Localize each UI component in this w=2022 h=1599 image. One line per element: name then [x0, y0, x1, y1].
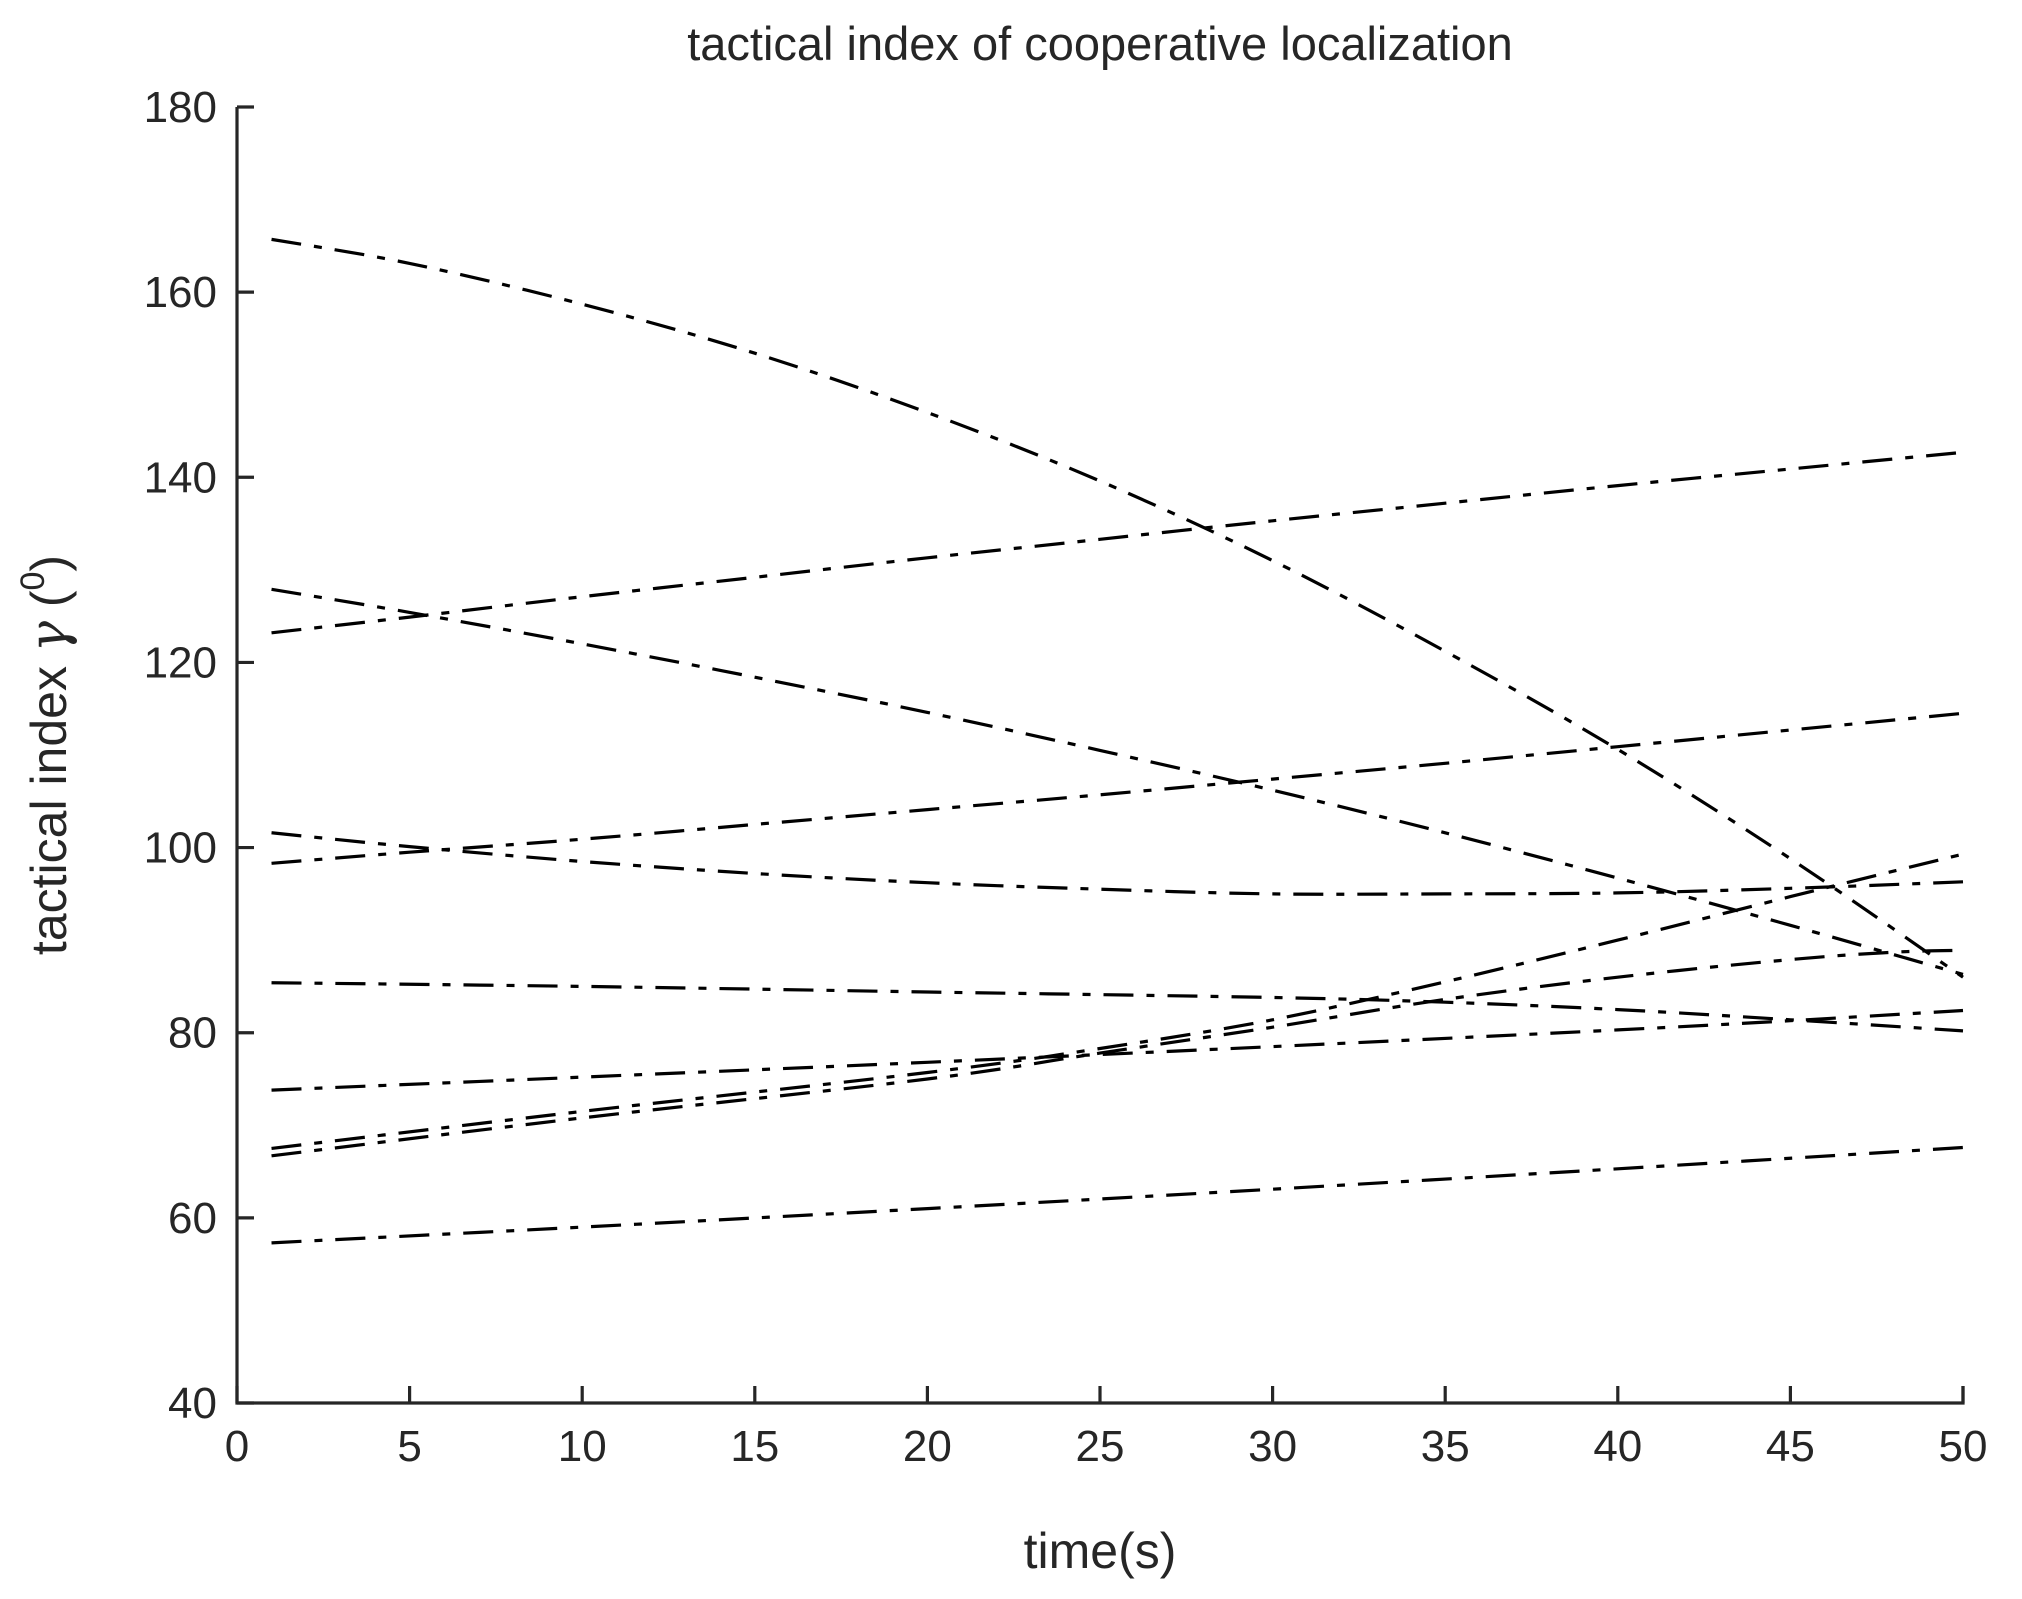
series-line-trajectory-1 [271, 237, 1964, 979]
series-line-trajectory-2 [271, 587, 1964, 976]
series-line-trajectory-9 [271, 948, 1964, 1158]
y-axis-label-open-paren: ( [21, 590, 77, 621]
y-tick-label: 140 [144, 453, 217, 502]
axes-layer [235, 105, 1965, 1405]
x-tick-label: 40 [1593, 1422, 1642, 1471]
series-line-trajectory-10 [271, 1145, 1964, 1245]
chart-title: tactical index of cooperative localizati… [687, 17, 1513, 70]
x-tick-label: 0 [225, 1422, 249, 1471]
y-tick-label: 80 [168, 1009, 217, 1058]
x-tick-label: 50 [1939, 1422, 1988, 1471]
axis-spines [235, 107, 1965, 1405]
series-layer [271, 237, 1964, 1245]
series-line-trajectory-5 [271, 711, 1964, 865]
series-line-trajectory-6 [271, 981, 1964, 1033]
y-tick-label: 160 [144, 268, 217, 317]
y-tick-label: 60 [168, 1194, 217, 1243]
y-tick-label: 180 [144, 83, 217, 132]
series-line-trajectory-4 [271, 831, 1964, 896]
y-axis-label: tactical index γ (0) [14, 555, 79, 955]
series-line-trajectory-8 [271, 852, 1964, 1151]
x-axis-label: time(s) [1024, 1523, 1177, 1579]
x-tick-label: 45 [1766, 1422, 1815, 1471]
gamma-symbol: γ [19, 620, 79, 652]
y-axis-label-prefix: tactical index [21, 652, 77, 955]
x-tick-label: 20 [903, 1422, 952, 1471]
x-tick-label: 10 [558, 1422, 607, 1471]
series-line-trajectory-3 [271, 450, 1964, 635]
x-tick-label: 25 [1076, 1422, 1125, 1471]
y-tick-label: 120 [144, 638, 217, 687]
y-axis-label-superscript: 0 [14, 572, 52, 591]
y-axis-label-close-paren: ) [21, 555, 77, 572]
x-tick-label: 35 [1421, 1422, 1470, 1471]
y-tick-label: 40 [168, 1379, 217, 1428]
series-line-trajectory-7 [271, 1008, 1964, 1092]
x-tick-label: 15 [730, 1422, 779, 1471]
x-tick-label: 5 [397, 1422, 421, 1471]
x-tick-label: 30 [1248, 1422, 1297, 1471]
ticklabel-layer: 0 5 10 15 20 25 30 35 40 45 50 40 60 80 100 120 140 160 18… [144, 83, 1988, 1471]
y-tick-label: 100 [144, 824, 217, 873]
